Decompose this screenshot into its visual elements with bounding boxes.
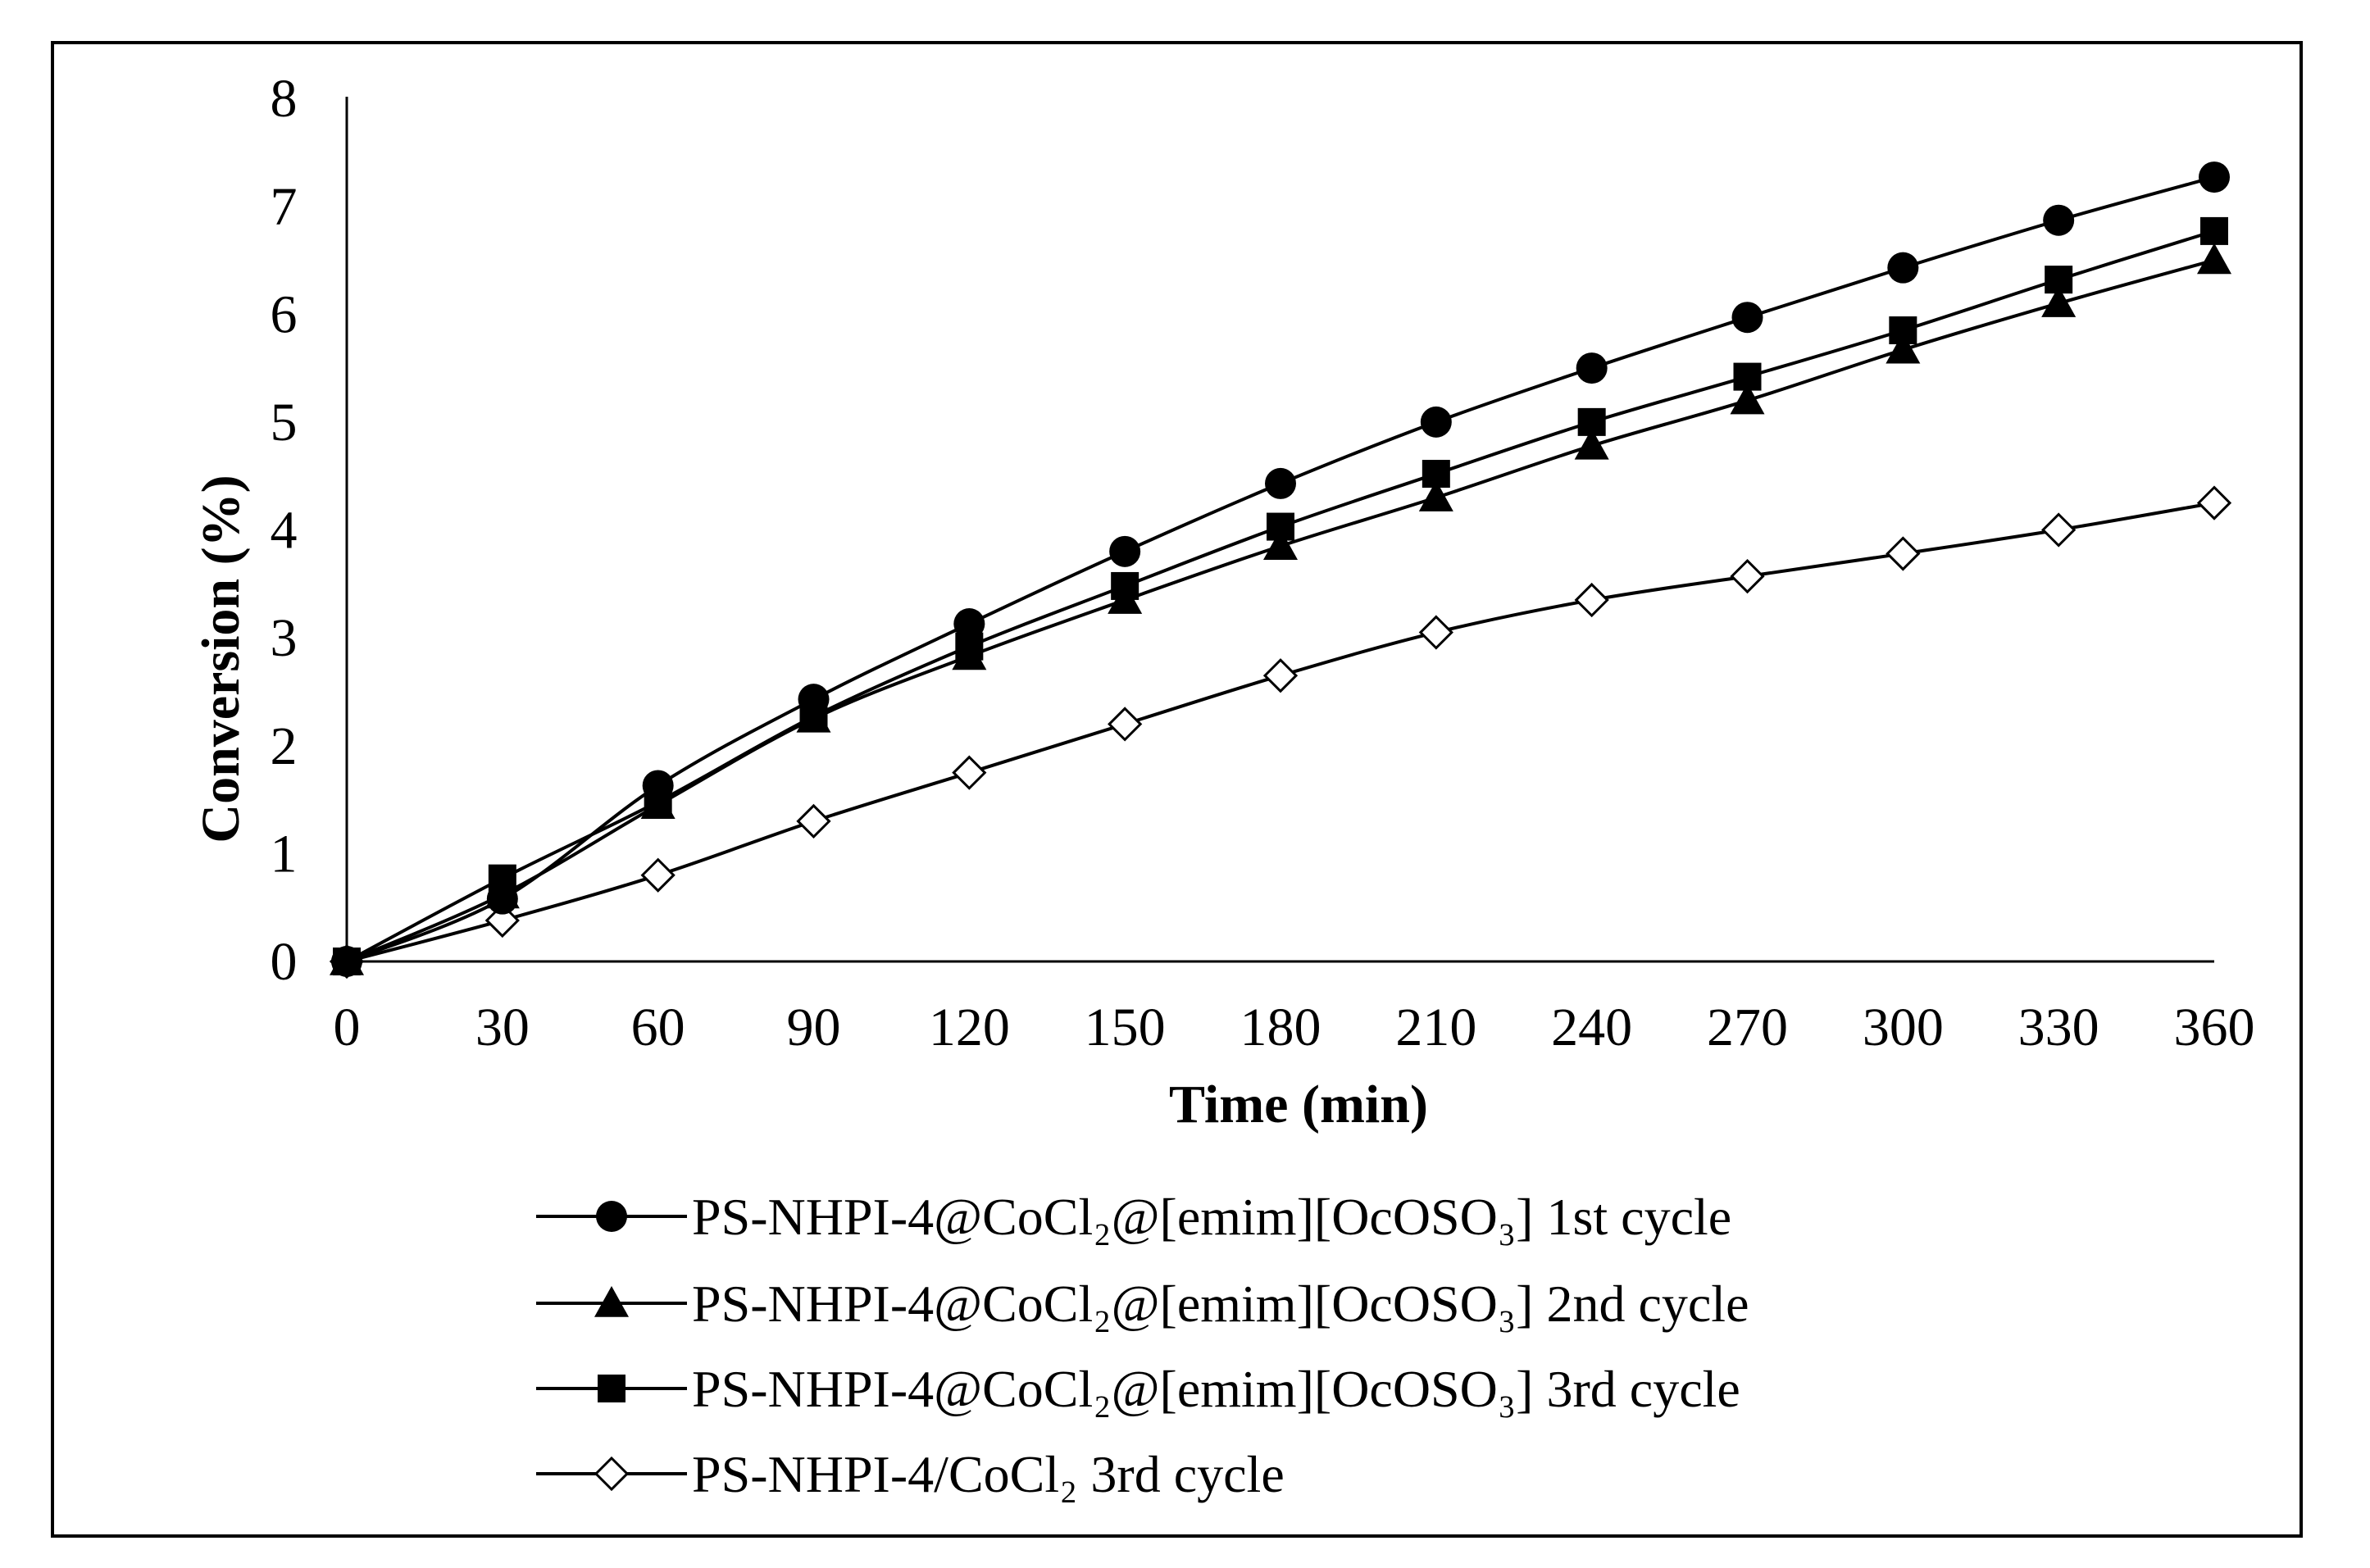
data-point-1st-cycle — [1576, 352, 1608, 384]
legend-label: PS-NHPI-4@CoCl₂@[emim][OcOSO₃] 1st cycle — [692, 1188, 1731, 1246]
data-point-2nd-cycle — [796, 701, 831, 733]
data-point-1st-cycle — [798, 684, 830, 716]
data-point-1st-cycle — [1265, 467, 1296, 499]
legend-item-1st-cycle: PS-NHPI-4@CoCl₂@[emim][OcOSO₃] 1st cycle — [536, 1188, 1731, 1246]
data-point-cocl2-3rd-cycle — [484, 902, 520, 939]
x-tick-label: 90 — [787, 998, 841, 1057]
data-point-1st-cycle — [1731, 302, 1763, 334]
x-tick-label: 210 — [1395, 998, 1476, 1057]
data-point-2nd-cycle — [1263, 529, 1298, 561]
data-point-2nd-cycle — [2197, 243, 2231, 275]
data-point-2nd-cycle — [640, 788, 676, 819]
legend-item-cocl2-3rd-cycle: PS-NHPI-4/CoCl₂ 3rd cycle — [536, 1445, 1285, 1503]
series-line-cocl2-3rd-cycle — [346, 501, 2215, 963]
x-tick-label: 60 — [631, 998, 685, 1057]
x-tick-label: 270 — [1707, 998, 1788, 1057]
legend-item-2nd-cycle: PS-NHPI-4@CoCl₂@[emim][OcOSO₃] 2nd cycle — [536, 1275, 1749, 1333]
axes: 0 1 2 3 4 5 6 7 8 0 30 60 90 120 150 180 210 240 270 300 330… — [271, 69, 2255, 1057]
legend-label: PS-NHPI-4@CoCl₂@[emim][OcOSO₃] 3rd cycle — [692, 1360, 1740, 1418]
data-point-2nd-cycle — [952, 639, 987, 670]
data-point-cocl2-3rd-cycle — [1418, 615, 1453, 650]
y-tick-label: 4 — [271, 501, 298, 561]
data-point-1st-cycle — [642, 770, 674, 802]
data-point-cocl2-3rd-cycle — [796, 803, 831, 839]
y-axis-title: Conversion (%) — [191, 475, 251, 843]
x-tick-label: 0 — [334, 998, 361, 1057]
legend-label: PS-NHPI-4/CoCl₂ 3rd cycle — [692, 1445, 1285, 1503]
chart-frame: 0 1 2 3 4 5 6 7 8 0 30 60 90 120 150 180 210 240 270 300 330… — [51, 41, 2303, 1538]
x-tick-label: 120 — [929, 998, 1010, 1057]
data-point-2nd-cycle — [1886, 332, 1921, 364]
data-point-cocl2-3rd-cycle — [1730, 558, 1765, 594]
data-point-1st-cycle — [2199, 161, 2230, 193]
legend-marker — [596, 1201, 627, 1232]
y-tick-label: 1 — [271, 824, 298, 884]
legend-item-3rd-cycle: PS-NHPI-4@CoCl₂@[emim][OcOSO₃] 3rd cycle — [536, 1360, 1740, 1418]
x-tick-label: 360 — [2174, 998, 2255, 1057]
y-tick-label: 8 — [271, 69, 298, 129]
legend-marker — [594, 1286, 629, 1317]
legend-marker — [598, 1375, 625, 1402]
data-point-2nd-cycle — [1108, 583, 1143, 614]
series-2nd-cycle — [330, 243, 2231, 975]
data-point-1st-cycle — [1887, 252, 1919, 284]
data-point-cocl2-3rd-cycle — [2196, 485, 2232, 520]
y-tick-label: 6 — [271, 284, 298, 344]
y-tick-label: 0 — [271, 932, 298, 992]
legend-label: PS-NHPI-4@CoCl₂@[emim][OcOSO₃] 2nd cycle — [692, 1275, 1749, 1333]
y-tick-label: 5 — [271, 393, 298, 452]
data-point-1st-cycle — [331, 946, 362, 977]
data-point-2nd-cycle — [1574, 428, 1609, 460]
data-point-cocl2-3rd-cycle — [1262, 658, 1299, 693]
legend-marker — [594, 1456, 630, 1492]
data-point-1st-cycle — [1420, 406, 1452, 438]
data-point-cocl2-3rd-cycle — [1108, 707, 1143, 742]
x-tick-label: 300 — [1863, 998, 1944, 1057]
x-tick-label: 330 — [2018, 998, 2099, 1057]
series-line-2nd-cycle — [346, 258, 2215, 963]
x-tick-label: 150 — [1085, 998, 1166, 1057]
conversion-chart: 0 1 2 3 4 5 6 7 8 0 30 60 90 120 150 180 210 240 270 300 330… — [191, 69, 2255, 1503]
data-point-1st-cycle — [1109, 535, 1141, 567]
data-point-2nd-cycle — [1418, 480, 1453, 511]
legend: PS-NHPI-4@CoCl₂@[emim][OcOSO₃] 1st cycle… — [536, 1188, 1749, 1503]
data-point-cocl2-3rd-cycle — [2041, 512, 2077, 548]
x-axis-title: Time (min) — [1169, 1075, 1428, 1134]
series-line-1st-cycle — [346, 175, 2215, 963]
data-point-cocl2-3rd-cycle — [640, 857, 676, 893]
series-cocl2-3rd-cycle — [329, 485, 2232, 979]
y-tick-label: 7 — [271, 177, 298, 237]
x-tick-label: 30 — [475, 998, 530, 1057]
data-point-1st-cycle — [486, 883, 518, 915]
x-tick-label: 180 — [1240, 998, 1321, 1057]
data-point-cocl2-3rd-cycle — [1886, 536, 1921, 571]
series-3rd-cycle — [333, 216, 2228, 975]
data-point-2nd-cycle — [2041, 286, 2077, 317]
data-point-3rd-cycle — [2200, 216, 2228, 245]
y-tick-label: 2 — [271, 716, 298, 776]
y-tick-label: 3 — [271, 608, 298, 668]
data-point-cocl2-3rd-cycle — [1574, 582, 1609, 618]
series-group — [329, 161, 2232, 979]
series-1st-cycle — [331, 161, 2230, 977]
x-tick-label: 240 — [1551, 998, 1632, 1057]
data-point-1st-cycle — [953, 608, 985, 640]
data-point-1st-cycle — [2043, 204, 2075, 236]
data-point-cocl2-3rd-cycle — [952, 755, 987, 790]
data-point-2nd-cycle — [1730, 383, 1765, 415]
